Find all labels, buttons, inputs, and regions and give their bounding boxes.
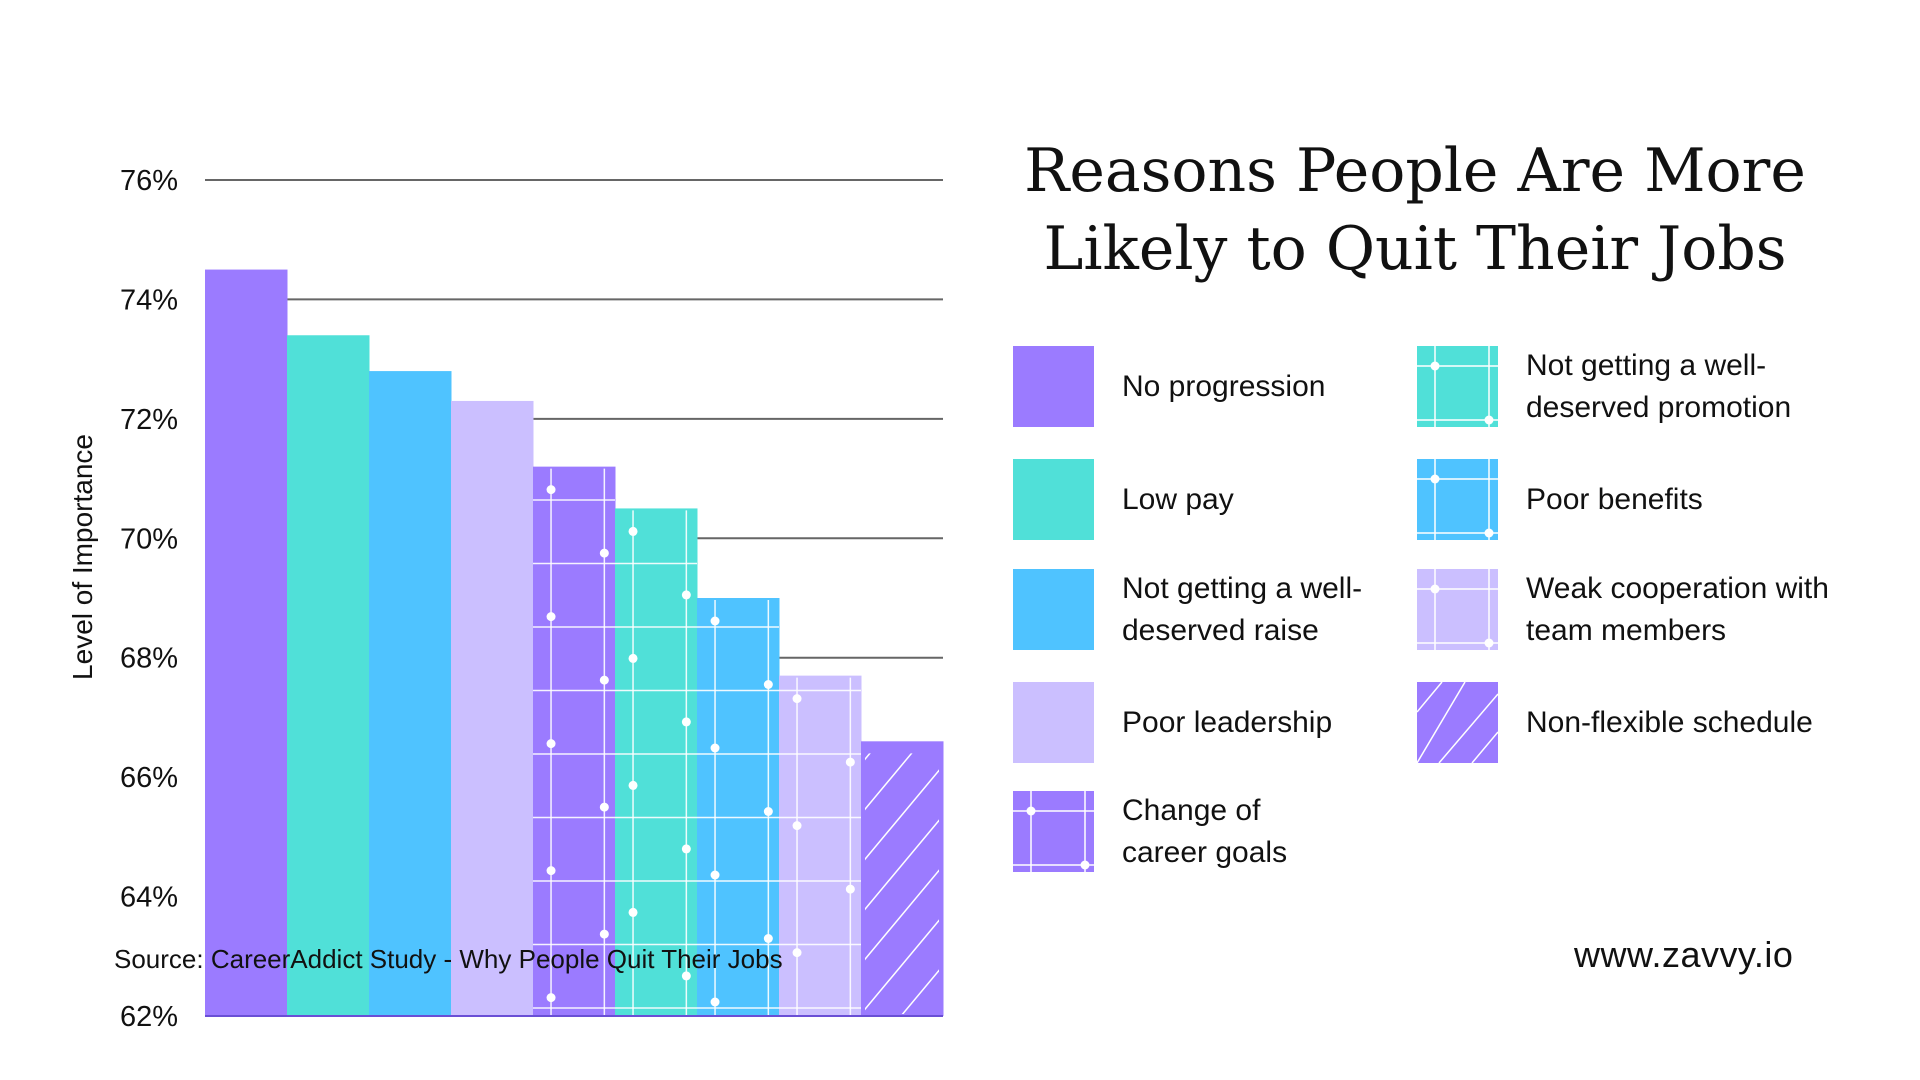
legend-label: Change of career goals (1122, 790, 1287, 874)
legend-swatch-icon (1013, 569, 1094, 650)
legend-label: Not getting a well-deserved raise (1122, 568, 1362, 652)
y-tick-label: 64% (120, 882, 178, 914)
bar (287, 335, 370, 1016)
legend-label-line: Poor benefits (1526, 482, 1703, 516)
bar (779, 675, 862, 1016)
legend-label-line: deserved raise (1122, 613, 1319, 647)
legend-swatch-icon (1417, 459, 1498, 540)
y-tick-label: 62% (120, 1001, 178, 1033)
legend-swatch-icon (1013, 459, 1094, 540)
bar (615, 508, 698, 1016)
legend-label: Low pay (1122, 479, 1234, 521)
legend-label: No progression (1122, 366, 1325, 408)
legend-label-line: Not getting a well- (1122, 571, 1363, 605)
legend-swatch-icon (1013, 346, 1094, 427)
legend-item: No progression (1013, 346, 1325, 427)
bar (451, 400, 534, 1016)
legend-label-line: Poor leadership (1122, 705, 1333, 739)
y-tick-label: 70% (120, 523, 178, 555)
legend-swatch-icon (1417, 569, 1498, 650)
legend-item: Low pay (1013, 459, 1234, 540)
legend-item: Poor leadership (1013, 682, 1332, 763)
legend-label-line: career goals (1122, 835, 1288, 869)
legend-item: Not getting a well-deserved promotion (1417, 346, 1791, 427)
y-tick-label: 76% (120, 165, 178, 197)
legend-label-line: deserved promotion (1526, 390, 1792, 424)
legend-swatch-icon (1013, 791, 1094, 872)
legend-label: Weak cooperation with team members (1526, 568, 1829, 652)
legend-item: Change of career goals (1013, 791, 1287, 872)
legend-label: Poor leadership (1122, 702, 1332, 744)
legend-swatch-icon (1013, 682, 1094, 763)
website-link[interactable]: www.zavvy.io (1574, 934, 1794, 975)
legend-swatch-icon (1417, 346, 1498, 427)
legend-item: Weak cooperation with team members (1417, 569, 1829, 650)
y-tick-label: 74% (120, 284, 178, 316)
legend-item: Poor benefits (1417, 459, 1703, 540)
bar (533, 466, 616, 1017)
legend-label: Non-flexible schedule (1526, 702, 1813, 744)
legend-label-line: Change of (1122, 793, 1261, 827)
legend-item: Not getting a well-deserved raise (1013, 569, 1362, 650)
bar (861, 741, 944, 1016)
y-axis-ticks: 62% 64% 66% 68% 70% 72% 74% 76% (120, 165, 178, 1033)
y-tick-label: 72% (120, 404, 178, 436)
y-axis-label: Level of Importance (67, 434, 98, 680)
source-note: Source: CareerAddict Study - Why People … (114, 944, 783, 974)
legend-label-line: team members (1526, 613, 1727, 647)
legend-label-line: Low pay (1122, 482, 1234, 516)
bar (697, 598, 780, 1016)
y-tick-label: 68% (120, 643, 178, 675)
bars (205, 269, 944, 1017)
legend-swatch-icon (1417, 682, 1498, 763)
y-tick-label: 66% (120, 762, 178, 794)
legend-label-line: No progression (1122, 369, 1326, 403)
bar (205, 269, 288, 1017)
legend-label: Not getting a well-deserved promotion (1526, 345, 1791, 429)
legend-label-line: Non-flexible schedule (1526, 705, 1813, 739)
legend-item: Non-flexible schedule (1417, 682, 1813, 763)
legend-label: Poor benefits (1526, 479, 1703, 521)
legend-label-line: Not getting a well- (1526, 348, 1767, 382)
legend-label-line: Weak cooperation with (1526, 571, 1829, 605)
bar (369, 371, 452, 1017)
chart-title: Reasons People Are More Likely to Quit T… (1024, 136, 1806, 284)
